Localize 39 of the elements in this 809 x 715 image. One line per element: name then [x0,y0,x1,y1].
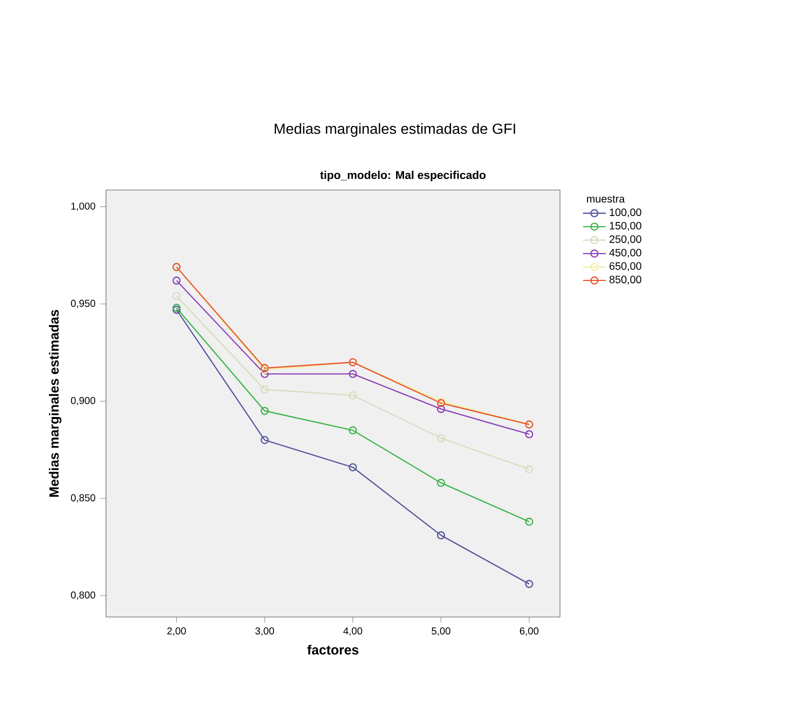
legend-label: 450,00 [609,248,642,258]
point [525,580,534,588]
point [172,276,181,285]
x-tick-label: 3,00 [255,627,274,636]
legend-label: 100,00 [610,208,642,218]
point [436,434,446,442]
point [436,404,446,414]
x-tick-label: 2,00 [167,627,186,636]
chart-subtitle: tipo_modelo: Mal especificado [320,170,486,182]
legend-label: 250,00 [610,235,642,244]
point [525,518,534,526]
point [348,463,357,472]
point [348,426,357,434]
x-axis-title: factores [307,644,358,655]
point [436,531,446,540]
y-tick-label: 0,800 [70,591,96,600]
chart-title: Medias marginales estimadas de GFI [274,123,516,137]
x-tick-label: 5,00 [432,627,450,636]
y-tick-label: 0,850 [70,494,96,503]
point [260,370,269,378]
point [525,430,534,438]
x-tick-label: 4,00 [343,627,362,636]
y-tick-label: 1,000 [71,202,96,211]
legend-title: muestra [587,196,625,203]
y-tick-label: 0,950 [70,300,96,308]
x-tick-label: 6,00 [520,627,538,636]
point [436,478,446,487]
legend-label: 850,00 [610,276,642,285]
point [348,370,357,378]
legend-label: 650,00 [610,262,642,272]
point [260,406,269,415]
point [172,292,181,300]
point [260,385,269,394]
point [525,465,534,474]
y-axis-title: Medias marginales estimadas [48,310,62,497]
point [260,436,269,444]
legend-label: 150,00 [610,222,642,231]
y-tick-label: 0,900 [70,397,96,406]
point [348,391,357,400]
